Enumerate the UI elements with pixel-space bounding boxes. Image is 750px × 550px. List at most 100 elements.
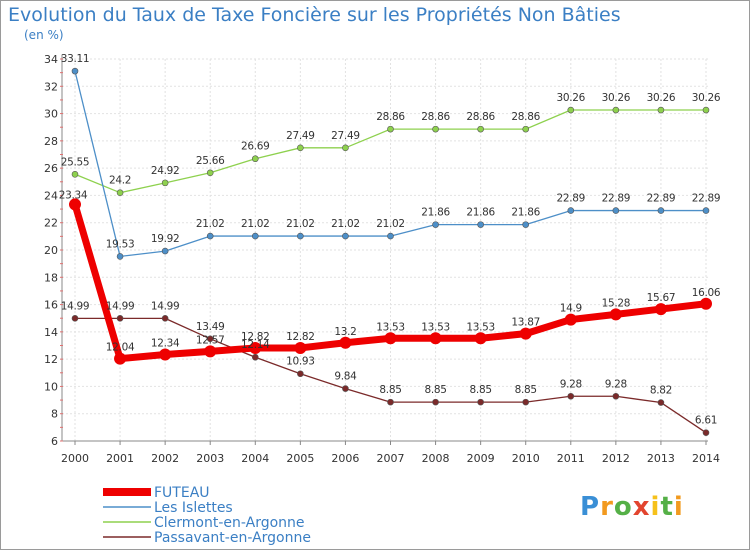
data-label-3: 9.28: [605, 378, 627, 390]
y-tick-label: 24: [44, 189, 58, 202]
data-label-1: 19.92: [151, 233, 180, 245]
data-label-2: 28.86: [466, 111, 495, 123]
data-label-1: 22.89: [647, 193, 676, 205]
series-point-1: [612, 207, 620, 214]
series-point-1: [251, 232, 259, 240]
data-label-2: 24.2: [109, 175, 131, 187]
series-point-2: [116, 189, 124, 196]
data-label-1: 21.02: [286, 218, 315, 230]
series-point-3: [432, 398, 439, 406]
series-point-0: [429, 332, 442, 345]
data-label-0: 15.67: [647, 292, 676, 304]
series-point-3: [702, 429, 710, 436]
y-axis-unit-label: (en %): [24, 28, 64, 42]
series-point-3: [657, 399, 665, 406]
x-tick-label: 2009: [467, 452, 495, 465]
series-point-2: [702, 106, 710, 114]
series-point-1: [342, 232, 349, 240]
data-label-0: 13.87: [511, 317, 540, 329]
y-tick-label: 12: [44, 353, 58, 366]
data-label-1: 21.86: [466, 207, 495, 219]
series-point-0: [474, 332, 487, 345]
data-label-0: 13.2: [334, 326, 356, 338]
proxiti-logo: Proxiti: [580, 492, 684, 522]
series-point-2: [432, 125, 439, 133]
series-point-2: [71, 170, 79, 178]
series-point-0: [249, 341, 262, 354]
x-tick-label: 2007: [377, 452, 405, 465]
data-label-0: 12.34: [151, 338, 180, 350]
y-tick-label: 10: [44, 380, 58, 393]
data-label-3: 8.82: [650, 385, 672, 397]
series-point-2: [612, 106, 620, 114]
data-label-0: 16.06: [692, 287, 721, 299]
series-point-3: [477, 398, 484, 406]
series-point-3: [342, 385, 349, 392]
chart-title: Evolution du Taux de Taxe Foncière sur l…: [8, 4, 621, 26]
series-point-0: [339, 336, 352, 349]
data-label-0: 23.34: [59, 189, 88, 201]
data-label-2: 25.55: [61, 156, 90, 168]
series-point-2: [251, 155, 259, 163]
series-point-2: [342, 144, 349, 152]
data-label-2: 27.49: [286, 130, 315, 142]
y-tick-label: 32: [44, 80, 58, 93]
y-tick-label: 22: [44, 217, 58, 230]
data-label-3: 14.99: [151, 300, 180, 312]
x-tick-label: 2002: [151, 452, 179, 465]
series-point-2: [297, 144, 304, 152]
legend-label-0: FUTEAU: [154, 485, 210, 501]
y-tick-label: 14: [44, 326, 58, 339]
data-label-0: 12.82: [286, 331, 315, 343]
legend-label-2: Clermont-en-Argonne: [154, 515, 305, 531]
series-point-0: [159, 348, 172, 361]
data-label-3: 8.85: [379, 384, 401, 396]
data-label-2: 30.26: [692, 92, 721, 104]
series-point-0: [609, 308, 622, 321]
series-point-2: [522, 125, 530, 133]
series-point-0: [204, 345, 217, 358]
data-label-3: 9.84: [334, 371, 357, 383]
data-label-1: 22.89: [692, 193, 721, 205]
data-label-0: 14.9: [560, 303, 582, 315]
series-point-3: [522, 398, 530, 406]
y-tick-label: 6: [51, 435, 58, 448]
x-tick-label: 2014: [692, 452, 720, 465]
series-point-2: [657, 106, 665, 114]
legend-label-1: Les Islettes: [154, 500, 233, 516]
series-point-1: [657, 207, 665, 214]
series-point-1: [387, 232, 394, 240]
data-label-3: 12.14: [241, 339, 270, 351]
data-label-2: 28.86: [421, 111, 450, 123]
data-label-3: 8.85: [515, 384, 537, 396]
data-label-1: 22.89: [602, 193, 631, 205]
y-tick-label: 8: [51, 408, 58, 421]
data-label-0: 15.28: [602, 297, 631, 309]
data-label-1: 22.89: [557, 193, 586, 205]
data-label-1: 33.11: [61, 53, 90, 65]
series-point-2: [387, 125, 394, 133]
data-label-0: 13.53: [376, 321, 405, 333]
series-point-1: [116, 253, 124, 260]
y-tick-label: 18: [44, 271, 58, 284]
legend-label-3: Passavant-en-Argonne: [154, 530, 311, 546]
data-label-0: 13.53: [466, 321, 495, 333]
data-label-3: 9.28: [560, 378, 582, 390]
series-point-3: [71, 315, 79, 322]
data-label-1: 21.86: [421, 207, 450, 219]
y-tick-label: 16: [44, 299, 58, 312]
data-label-2: 25.66: [196, 155, 225, 167]
y-tick-label: 34: [44, 53, 58, 66]
data-label-1: 19.53: [106, 238, 135, 250]
y-tick-label: 30: [44, 108, 58, 121]
data-label-2: 30.26: [602, 92, 631, 104]
series-point-3: [251, 353, 259, 361]
data-label-0: 12.82: [241, 331, 270, 343]
x-tick-label: 2010: [512, 452, 540, 465]
data-label-2: 28.86: [376, 111, 405, 123]
data-label-1: 21.02: [196, 218, 225, 230]
data-label-2: 28.86: [511, 111, 540, 123]
series-point-0: [69, 198, 81, 211]
